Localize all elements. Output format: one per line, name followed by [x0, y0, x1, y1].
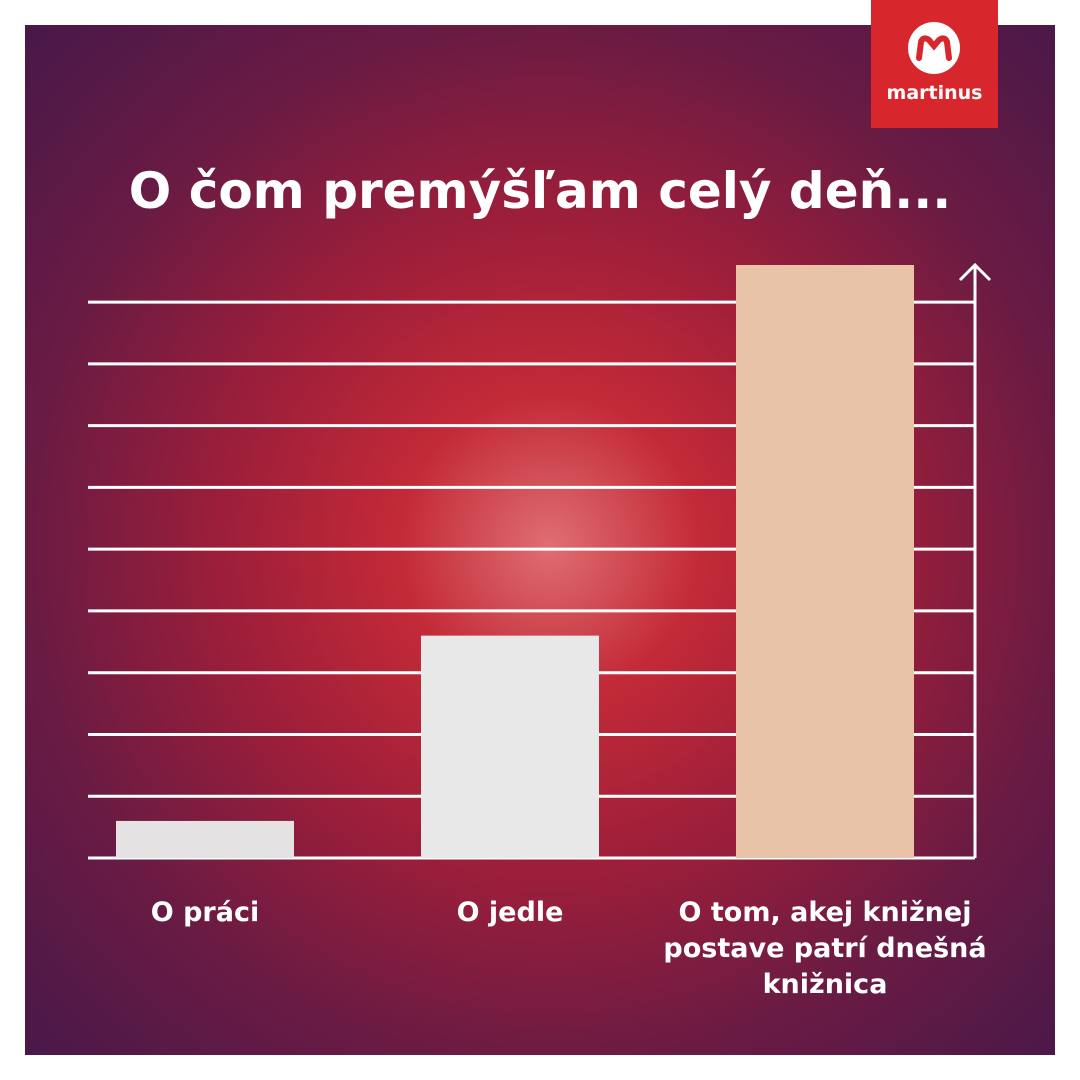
bar — [421, 635, 599, 858]
x-tick-label: O jedle — [456, 897, 564, 928]
logo: martinus — [871, 0, 998, 128]
logo-icon — [908, 22, 960, 74]
bar — [116, 820, 294, 858]
x-tick-label: O práci — [150, 897, 260, 928]
brand: martinus — [886, 82, 983, 104]
chart-title: O čom premýšľam celý deň... — [128, 162, 952, 220]
x-tick-label: O tom, akej knižnej postave patrí dnešná… — [663, 897, 987, 1000]
axis-arrow — [958, 262, 992, 282]
bar — [736, 265, 914, 858]
